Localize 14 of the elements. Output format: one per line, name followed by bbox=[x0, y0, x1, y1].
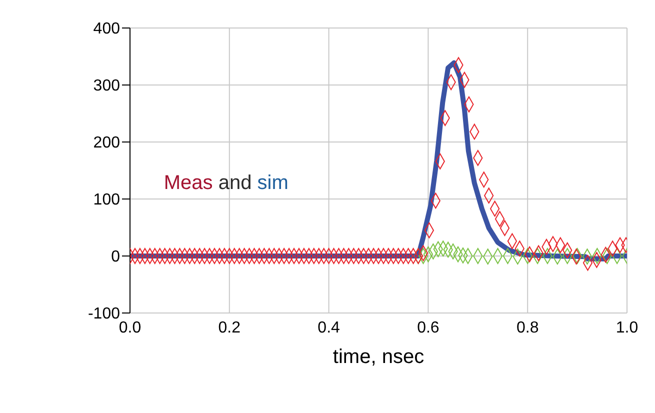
x-axis-title: time, nsec bbox=[332, 346, 424, 368]
y-tick-label: 300 bbox=[93, 78, 120, 95]
x-tick-label: 0.8 bbox=[516, 319, 539, 336]
y-tick-label: 200 bbox=[93, 134, 120, 152]
y-tick-label: 400 bbox=[93, 20, 120, 38]
annotation: Meas and sim bbox=[164, 172, 288, 194]
x-tick-label: 0.4 bbox=[318, 319, 340, 336]
y-tick-label: -100 bbox=[88, 306, 120, 323]
y-tick-label: 0 bbox=[111, 248, 120, 266]
x-tick-label: 0.2 bbox=[218, 319, 241, 336]
y-tick-label: 100 bbox=[93, 192, 120, 209]
x-tick-label: 0.0 bbox=[118, 319, 142, 336]
x-tick-label: 0.6 bbox=[417, 319, 440, 336]
x-tick-label: 1.0 bbox=[616, 319, 638, 336]
